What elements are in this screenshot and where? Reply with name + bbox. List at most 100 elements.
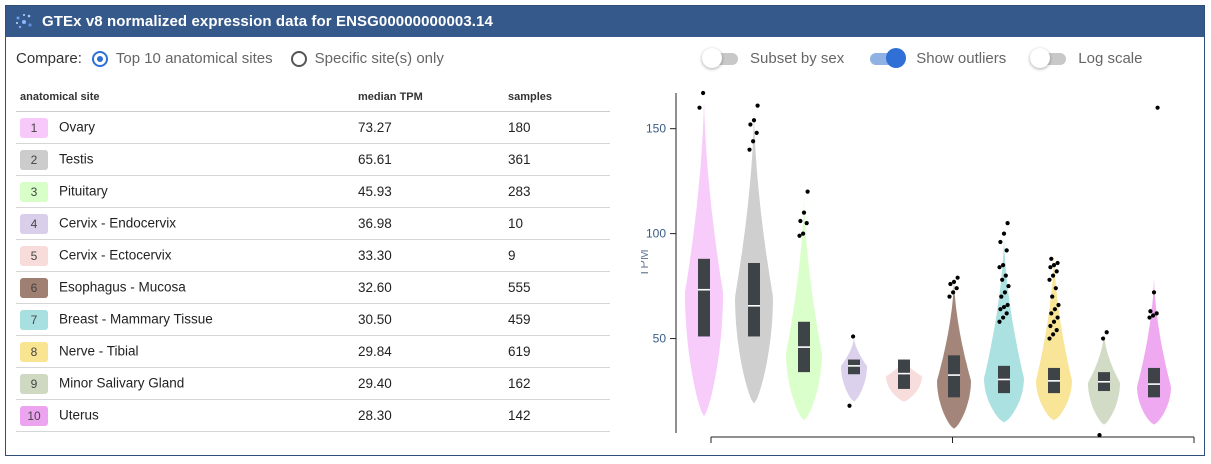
- site-cell: 9 Minor Salivary Gland: [16, 367, 354, 400]
- outlier-point: [999, 294, 1004, 299]
- header-site[interactable]: anatomical site: [16, 83, 354, 112]
- outlier-point: [1054, 328, 1059, 333]
- outlier-point: [1151, 313, 1156, 318]
- subset-by-sex-toggle[interactable]: Subset by sex: [702, 47, 845, 68]
- outlier-point: [1148, 309, 1153, 314]
- table-row[interactable]: 8 Nerve - Tibial 29.84 619: [16, 335, 610, 368]
- show-outliers-toggle[interactable]: Show outliers: [870, 47, 1007, 68]
- median-cell: 45.93: [354, 175, 504, 208]
- outlier-point: [1001, 315, 1006, 320]
- show-outliers-switch[interactable]: [870, 47, 907, 68]
- outlier-point: [1051, 319, 1057, 324]
- outlier-point: [1155, 105, 1160, 110]
- site-cell: 7 Breast - Mammary Tissue: [16, 303, 354, 336]
- table-row[interactable]: 2 Testis 65.61 361: [16, 143, 610, 176]
- top-sites-radio[interactable]: [91, 50, 108, 67]
- outlier-point: [1006, 283, 1011, 289]
- samples-cell: 361: [504, 143, 610, 176]
- header-samples[interactable]: samples: [504, 83, 610, 112]
- outlier-point: [1101, 336, 1106, 341]
- median-cell: 32.60: [354, 271, 504, 304]
- y-axis-label: TPM: [641, 249, 651, 276]
- table-row[interactable]: 9 Minor Salivary Gland 29.40 162: [16, 367, 610, 400]
- violin-3: [786, 191, 822, 421]
- site-name: Pituitary: [59, 183, 108, 199]
- table-row[interactable]: 6 Esophagus - Mucosa 32.60 555: [16, 271, 610, 304]
- outlier-point: [951, 290, 956, 295]
- outlier-point: [1049, 311, 1054, 316]
- iqr-box: [848, 359, 860, 375]
- median-cell: 73.27: [354, 111, 504, 144]
- outlier-point: [997, 265, 1002, 270]
- specific-sites-radio[interactable]: [290, 50, 307, 67]
- site-cell: 1 Ovary: [16, 111, 354, 144]
- outlier-point: [955, 275, 960, 280]
- iqr-box: [948, 355, 960, 398]
- samples-cell: 283: [504, 175, 610, 208]
- outlier-point: [1005, 302, 1010, 308]
- header-median[interactable]: median TPM: [354, 83, 504, 112]
- outlier-point: [998, 239, 1003, 245]
- outlier-point: [755, 103, 760, 108]
- log-scale-switch[interactable]: [1030, 47, 1067, 68]
- outlier-point: [801, 231, 806, 236]
- site-name: Cervix - Ectocervix: [59, 247, 172, 263]
- outlier-point: [1001, 262, 1006, 268]
- outlier-point: [1002, 290, 1007, 295]
- gtex-logo-icon: [16, 14, 32, 29]
- table-row[interactable]: 5 Cervix - Ectocervix 33.30 9: [16, 239, 610, 272]
- table-row[interactable]: 3 Pituitary 45.93 283: [16, 175, 610, 208]
- site-cell: 8 Nerve - Tibial: [16, 335, 354, 368]
- y-tick-label: 100: [646, 227, 666, 241]
- site-cell: 10 Uterus: [16, 399, 354, 432]
- outlier-point: [1053, 286, 1058, 291]
- violin-10: [1137, 275, 1171, 425]
- outlier-point: [798, 218, 803, 224]
- violin-chart: 50 100 150 TPM: [641, 90, 1195, 443]
- site-name: Esophagus - Mucosa: [59, 279, 186, 295]
- outlier-point: [1003, 273, 1008, 278]
- samples-cell: 142: [504, 399, 610, 432]
- site-name: Cervix - Endocervix: [59, 215, 177, 231]
- table-row[interactable]: 1 Ovary 73.27 180: [16, 111, 610, 144]
- site-name: Minor Salivary Gland: [59, 375, 185, 391]
- outlier-point: [948, 281, 953, 287]
- specific-sites-label[interactable]: Specific site(s) only: [314, 50, 444, 67]
- site-color-badge: 1: [20, 117, 48, 138]
- site-color-badge: 8: [20, 341, 48, 362]
- subset-by-sex-label: Subset by sex: [750, 50, 845, 67]
- iqr-box: [1148, 367, 1160, 398]
- outlier-point: [1001, 304, 1007, 310]
- median-cell: 65.61: [354, 143, 504, 176]
- outlier-point: [851, 334, 856, 339]
- samples-cell: 555: [504, 271, 610, 304]
- table-row[interactable]: 7 Breast - Mammary Tissue 30.50 459: [16, 303, 610, 336]
- outlier-point: [797, 233, 802, 238]
- outlier-point: [1055, 315, 1060, 320]
- outlier-point: [801, 210, 807, 215]
- log-scale-toggle[interactable]: Log scale: [1030, 47, 1143, 68]
- log-scale-label: Log scale: [1078, 50, 1143, 67]
- outlier-point: [1005, 221, 1010, 226]
- outlier-point: [1004, 248, 1009, 253]
- table-row[interactable]: 10 Uterus 28.30 142: [16, 399, 610, 432]
- site-cell: 5 Cervix - Ectocervix: [16, 239, 354, 272]
- site-cell: 6 Esophagus - Mucosa: [16, 271, 354, 304]
- expression-panel: GTEx v8 normalized expression data for E…: [5, 5, 1205, 456]
- outlier-point: [804, 221, 809, 226]
- show-outliers-label: Show outliers: [916, 50, 1007, 67]
- sites-table: anatomical site median TPM samples 1 Ovar…: [16, 83, 610, 432]
- outlier-point: [747, 147, 752, 152]
- outlier-point: [954, 286, 959, 291]
- median-cell: 29.40: [354, 367, 504, 400]
- site-color-badge: 2: [20, 149, 48, 170]
- top-sites-label[interactable]: Top 10 anatomical sites: [115, 50, 273, 67]
- median-cell: 29.84: [354, 335, 504, 368]
- iqr-box: [748, 263, 760, 337]
- subset-by-sex-switch[interactable]: [702, 47, 738, 68]
- samples-cell: 10: [504, 207, 610, 240]
- site-cell: 3 Pituitary: [16, 175, 354, 208]
- table-row[interactable]: 4 Cervix - Endocervix 36.98 10: [16, 207, 610, 240]
- site-name: Ovary: [59, 119, 96, 135]
- outlier-point: [1050, 294, 1055, 299]
